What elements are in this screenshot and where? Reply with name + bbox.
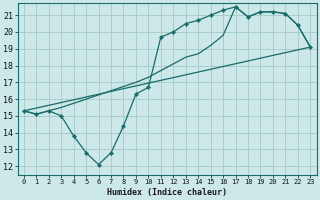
- X-axis label: Humidex (Indice chaleur): Humidex (Indice chaleur): [107, 188, 227, 197]
